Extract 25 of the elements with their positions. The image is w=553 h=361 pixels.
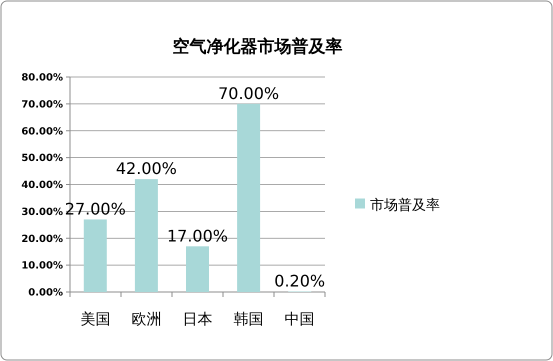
legend-label: 市场普及率	[370, 196, 440, 214]
y-tick-label: 0.00%	[28, 288, 63, 298]
y-tick-label: 40.00%	[21, 180, 63, 191]
y-tick-label: 50.00%	[21, 153, 63, 164]
bar	[186, 246, 209, 292]
x-tick-label: 中国	[284, 310, 315, 328]
bar	[237, 104, 260, 292]
data-label: 0.20%	[274, 271, 326, 290]
x-tick-label: 日本	[182, 310, 212, 328]
data-label: 17.00%	[166, 226, 228, 246]
y-tick-label: 60.00%	[21, 126, 63, 138]
y-tick-label: 80.00%	[21, 72, 63, 84]
data-label: 70.00%	[218, 84, 280, 103]
y-tick-label: 30.00%	[21, 206, 63, 218]
y-tick-label: 10.00%	[21, 260, 63, 272]
data-label: 27.00%	[64, 199, 126, 218]
data-label: 42.00%	[116, 159, 177, 178]
x-tick-label: 韩国	[234, 310, 264, 328]
x-tick-label: 美国	[80, 310, 110, 328]
chart-title: 空气净化器市场普及率	[172, 36, 342, 57]
bar	[84, 219, 107, 292]
y-tick-label: 20.00%	[21, 234, 63, 245]
bar	[134, 179, 158, 292]
x-tick-label: 欧洲	[131, 310, 162, 328]
y-tick-label: 70.00%	[21, 99, 63, 110]
